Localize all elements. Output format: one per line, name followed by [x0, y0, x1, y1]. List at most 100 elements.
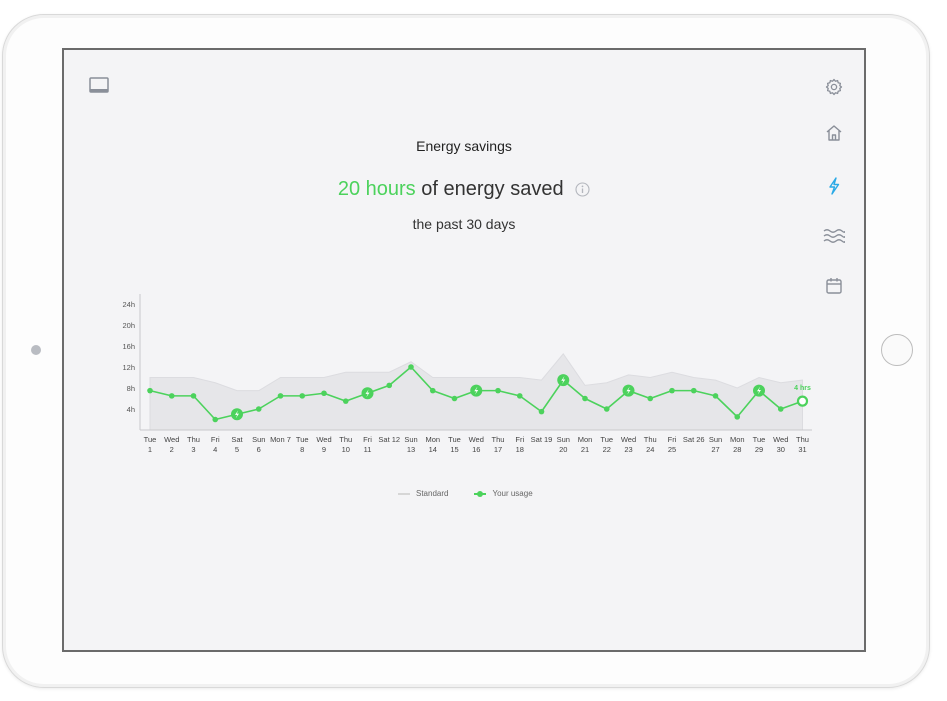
front-camera — [31, 345, 41, 355]
x-tick-day: Wed — [316, 435, 331, 444]
x-tick-date: 14 — [429, 445, 437, 454]
x-tick-date: 22 — [603, 445, 611, 454]
savings-hours: 20 hours — [337, 178, 416, 200]
x-tick-date: 6 — [257, 445, 261, 454]
x-tick-day: Tue — [296, 435, 309, 444]
x-tick-day: Sun — [404, 435, 417, 444]
legend-usage: Your usage — [474, 489, 533, 498]
x-tick-day: Tue — [753, 435, 766, 444]
usage-chart: 24h20h16h12h8h4hTue1Wed2Thu3Fri4Sat5Sun6… — [122, 294, 812, 454]
home-button[interactable] — [881, 334, 913, 366]
usage-point-current — [796, 395, 809, 407]
x-tick-date: 15 — [450, 445, 458, 454]
home-icon[interactable] — [825, 124, 843, 142]
period-subtitle: the past 30 days — [412, 216, 516, 232]
x-tick-date: 1 — [148, 445, 152, 454]
x-tick-date: 2 — [170, 445, 174, 454]
x-tick-day: Fri — [515, 435, 524, 444]
usage-point — [190, 393, 197, 399]
y-tick-label: 4h — [127, 405, 135, 414]
x-tick-day: Mon — [578, 435, 593, 444]
page-title: Energy savings — [416, 138, 512, 154]
lightning-mark — [474, 386, 479, 395]
usage-point — [168, 393, 175, 399]
savings-text: of energy saved — [421, 178, 564, 200]
x-tick-day: Thu — [644, 435, 657, 444]
x-tick-day: Sat 12 — [378, 435, 400, 444]
usage-point — [212, 416, 219, 423]
usage-point — [408, 364, 414, 370]
x-tick-date: 13 — [407, 445, 415, 454]
x-tick-date: 3 — [191, 445, 195, 454]
x-tick-date: 27 — [711, 445, 719, 454]
app-screen: Energy savings 20 hours of energy saved … — [62, 48, 866, 652]
x-tick-date: 11 — [364, 445, 372, 454]
x-tick-day: Tue — [144, 435, 157, 444]
x-tick-date: 23 — [624, 445, 632, 454]
legend-usage-swatch — [474, 490, 487, 497]
laptop-icon[interactable] — [89, 77, 109, 95]
x-tick-day: Fri — [211, 435, 220, 444]
usage-point — [321, 390, 327, 397]
x-tick-day: Wed — [773, 435, 788, 444]
gear-icon[interactable] — [825, 78, 843, 96]
x-tick-date: 9 — [322, 445, 326, 454]
x-tick-day: Fri — [668, 435, 677, 444]
x-tick-date: 28 — [733, 445, 741, 454]
x-tick-day: Tue — [448, 435, 461, 444]
x-tick-day: Fri — [363, 435, 372, 444]
x-tick-date: 10 — [342, 445, 350, 454]
x-tick-day: Thu — [492, 435, 505, 444]
x-tick-day: Wed — [621, 435, 636, 444]
legend-standard-swatch — [398, 492, 410, 495]
x-tick-day: Mon — [730, 435, 745, 444]
y-tick-label: 12h — [122, 363, 135, 372]
usage-point — [277, 393, 284, 399]
usage-point — [451, 395, 458, 402]
usage-point — [342, 398, 349, 404]
usage-point — [777, 406, 784, 412]
x-tick-date: 31 — [798, 445, 806, 454]
usage-point — [429, 387, 436, 394]
x-tick-date: 25 — [668, 445, 676, 454]
current-value-label: 4 hrs — [794, 385, 811, 392]
lightning-mark — [235, 410, 239, 419]
usage-point — [538, 408, 545, 415]
x-tick-day: Mon 7 — [270, 435, 291, 444]
waves-icon[interactable] — [823, 228, 845, 244]
lightning-mark — [365, 389, 370, 398]
x-tick-day: Sun — [252, 435, 265, 444]
y-tick-label: 8h — [127, 384, 135, 393]
x-tick-day: Sat — [231, 435, 243, 444]
x-tick-day: Thu — [339, 435, 352, 444]
x-tick-day: Sat 26 — [683, 435, 705, 444]
legend-usage-label: Your usage — [492, 489, 533, 498]
x-tick-date: 18 — [516, 445, 524, 454]
x-tick-day: Wed — [164, 435, 179, 444]
x-tick-day: Sat 19 — [531, 435, 553, 444]
lightning-mark — [757, 386, 761, 395]
x-tick-date: 24 — [646, 445, 654, 454]
usage-point — [603, 406, 610, 412]
x-tick-day: Thu — [187, 435, 200, 444]
usage-point — [669, 387, 675, 394]
calendar-icon[interactable] — [826, 277, 842, 295]
legend-standard-label: Standard — [416, 489, 449, 498]
x-tick-day: Mon — [425, 435, 440, 444]
chart-legend: Standard Your usage — [398, 489, 533, 498]
x-tick-date: 17 — [494, 445, 502, 454]
x-tick-date: 4 — [213, 445, 217, 454]
lightning-icon[interactable] — [827, 177, 841, 195]
usage-point — [516, 393, 523, 399]
usage-point — [647, 395, 654, 402]
x-tick-date: 29 — [755, 445, 763, 454]
info-icon[interactable] — [575, 180, 590, 197]
x-tick-day: Sun — [557, 435, 570, 444]
usage-point — [734, 414, 741, 420]
y-tick-label: 24h — [122, 300, 135, 309]
x-tick-date: 30 — [777, 445, 785, 454]
x-tick-date: 20 — [559, 445, 567, 454]
x-tick-date: 21 — [581, 445, 589, 454]
x-tick-date: 5 — [235, 445, 239, 454]
usage-point — [495, 387, 501, 394]
